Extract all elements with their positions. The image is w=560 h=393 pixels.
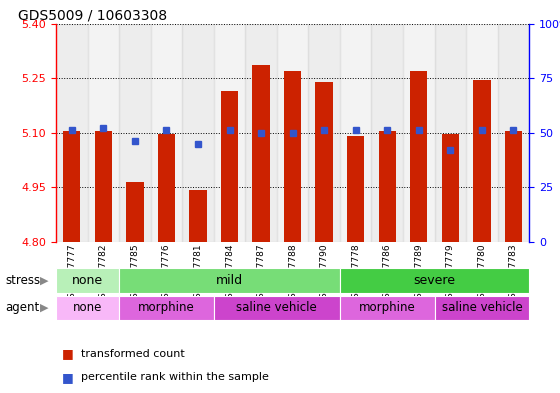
Bar: [435, 296, 529, 320]
Bar: [340, 24, 371, 242]
Text: percentile rank within the sample: percentile rank within the sample: [81, 372, 269, 382]
Bar: [214, 296, 340, 320]
Bar: [119, 24, 151, 242]
Bar: [403, 24, 435, 242]
Bar: [466, 24, 498, 242]
Bar: [371, 24, 403, 242]
Bar: [56, 296, 119, 320]
Bar: [189, 190, 207, 242]
Text: mild: mild: [216, 274, 243, 287]
Text: none: none: [73, 301, 102, 314]
Text: transformed count: transformed count: [81, 349, 185, 359]
Bar: [158, 134, 175, 242]
Text: morphine: morphine: [138, 301, 195, 314]
Text: severe: severe: [413, 274, 455, 287]
Bar: [87, 24, 119, 242]
Bar: [151, 24, 182, 242]
Text: ▶: ▶: [40, 275, 49, 285]
Bar: [119, 268, 340, 293]
Bar: [245, 24, 277, 242]
Bar: [56, 24, 87, 242]
Bar: [182, 24, 214, 242]
Bar: [119, 296, 214, 320]
Bar: [505, 131, 522, 242]
Bar: [214, 24, 245, 242]
Text: none: none: [72, 274, 103, 287]
Bar: [410, 71, 427, 242]
Bar: [95, 131, 112, 242]
Bar: [347, 136, 365, 242]
Text: saline vehicle: saline vehicle: [236, 301, 317, 314]
Text: ■: ■: [62, 371, 73, 384]
Text: ▶: ▶: [40, 303, 49, 313]
Text: agent: agent: [6, 301, 40, 314]
Bar: [221, 91, 238, 242]
Text: morphine: morphine: [359, 301, 416, 314]
Bar: [56, 268, 119, 293]
Text: GDS5009 / 10603308: GDS5009 / 10603308: [18, 8, 167, 22]
Text: stress: stress: [6, 274, 41, 287]
Bar: [340, 268, 529, 293]
Bar: [379, 131, 396, 242]
Bar: [126, 182, 143, 242]
Bar: [473, 80, 491, 242]
Bar: [277, 24, 309, 242]
Bar: [309, 24, 340, 242]
Bar: [284, 71, 301, 242]
Text: ■: ■: [62, 347, 73, 360]
Bar: [315, 82, 333, 242]
Bar: [63, 131, 81, 242]
Bar: [253, 65, 270, 242]
Bar: [435, 24, 466, 242]
Text: saline vehicle: saline vehicle: [441, 301, 522, 314]
Bar: [442, 134, 459, 242]
Bar: [498, 24, 529, 242]
Bar: [340, 296, 435, 320]
